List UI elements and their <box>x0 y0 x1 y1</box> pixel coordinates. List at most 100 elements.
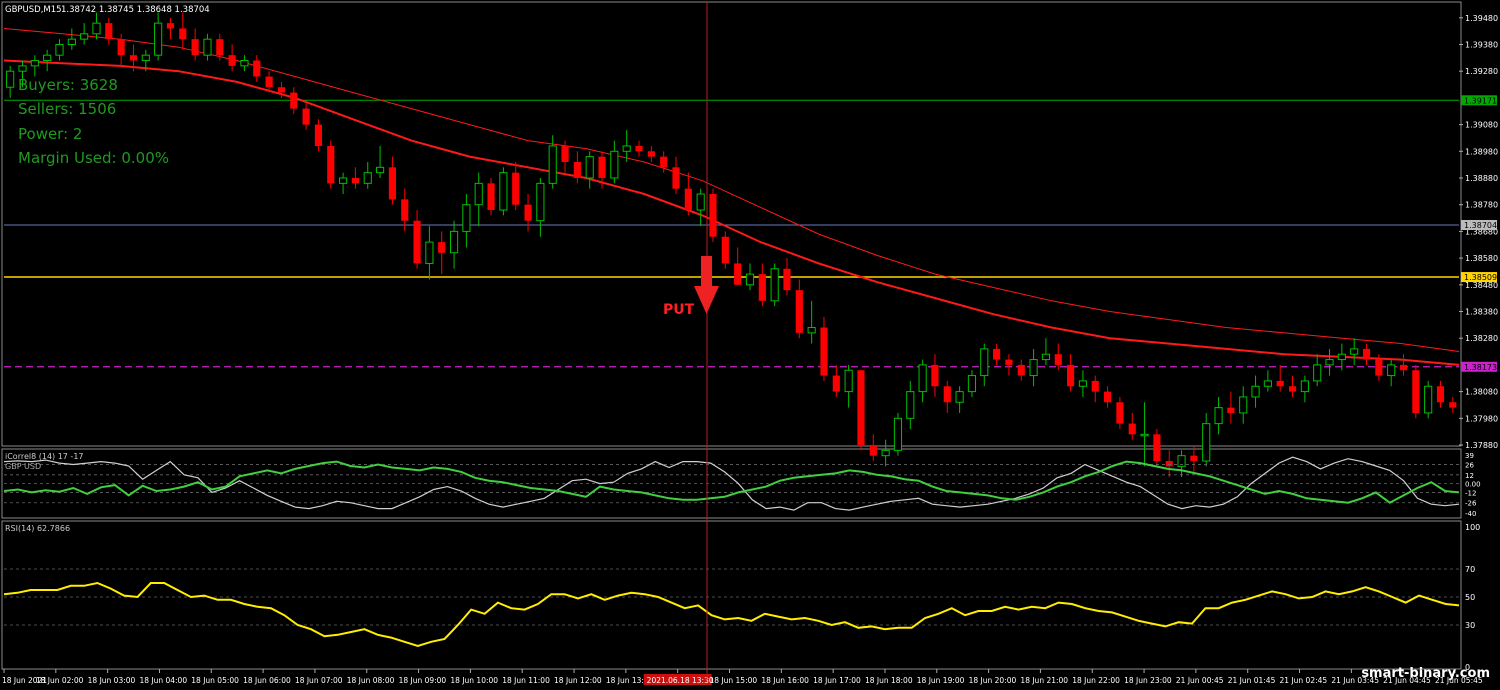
candle <box>548 135 557 189</box>
candle-body <box>1128 423 1136 435</box>
candle-body <box>462 204 471 232</box>
time-tick-label: 18 Jun 06:00 <box>243 676 291 685</box>
candle-body <box>80 33 89 40</box>
candle <box>635 140 643 157</box>
price-tick-label: 1.39380 <box>1465 41 1498 50</box>
watermark: smart-binary.com <box>1361 666 1490 681</box>
candle-body <box>487 183 495 211</box>
candle <box>610 140 619 184</box>
candle <box>684 172 692 216</box>
corr-tick-label: 26 <box>1465 462 1474 470</box>
candle <box>339 172 348 195</box>
candle-body <box>1436 386 1445 403</box>
candle-body <box>290 92 298 109</box>
price-badge-label: 1.38173 <box>1464 363 1497 372</box>
candle-body <box>1276 380 1284 387</box>
candle-body <box>1054 354 1062 365</box>
rsi-panel-title: RSI(14) 62.7866 <box>5 524 70 533</box>
candle-body <box>1239 396 1248 414</box>
candle <box>1140 402 1149 467</box>
candle <box>512 161 520 211</box>
time-tick-label: 18 Jun 15:00 <box>710 676 758 685</box>
time-tick-label: 18 Jun 16:00 <box>761 676 809 685</box>
candle <box>1128 412 1136 440</box>
candle <box>141 49 150 72</box>
candle-body <box>844 369 853 393</box>
ma-fast-line <box>3 59 1460 366</box>
candle <box>857 370 865 451</box>
candle-body <box>363 172 372 184</box>
candle-body <box>1041 353 1051 361</box>
candle <box>696 188 705 227</box>
candle-body <box>832 375 840 392</box>
candle <box>449 220 459 269</box>
price-badge-label: 1.38509 <box>1464 273 1497 282</box>
candle-body <box>734 263 742 285</box>
candle-body <box>1177 455 1186 467</box>
candle <box>1177 450 1186 478</box>
candle <box>1350 338 1359 365</box>
candle <box>401 188 409 232</box>
candle <box>1041 338 1051 365</box>
candle <box>918 359 927 403</box>
time-tick-label: 18 Jun 03:00 <box>88 676 136 685</box>
candle <box>1005 354 1013 376</box>
candle <box>216 33 224 61</box>
time-tick-label: 18 Jun 10:00 <box>450 676 498 685</box>
time-tick-label: 18 Jun 02:00 <box>36 676 84 685</box>
candle-body <box>672 167 680 189</box>
candle-body <box>1449 402 1457 408</box>
candle <box>844 364 853 408</box>
candle <box>67 28 76 50</box>
price-badge-label: 1.38704 <box>1464 221 1497 230</box>
candle-body <box>314 124 323 146</box>
candle <box>253 55 261 82</box>
corr-tick-label: 0.00 <box>1465 481 1481 489</box>
candle-body <box>1214 407 1223 425</box>
candle <box>302 103 310 130</box>
candle <box>327 140 335 189</box>
candle <box>647 145 655 162</box>
candle-body <box>696 193 705 211</box>
price-badge <box>1461 361 1497 372</box>
candle <box>672 156 680 195</box>
candle-body <box>993 348 1001 360</box>
candle <box>1017 359 1025 381</box>
candle-body <box>548 145 557 184</box>
candle-body <box>327 145 335 184</box>
candle <box>1190 445 1198 472</box>
time-tick-label: 18 Jun 18:00 <box>865 676 913 685</box>
candle <box>1104 386 1112 408</box>
candle-body <box>943 386 951 403</box>
candle-body <box>253 60 261 77</box>
correlation-plot: 39 26 120.00-12 -26 -40 <box>3 452 1481 518</box>
candle-body <box>1399 364 1408 371</box>
candle <box>660 151 668 173</box>
candle <box>1029 348 1038 387</box>
stats-margin: Margin Used: 0.00% <box>18 149 169 167</box>
put-label: PUT <box>663 302 695 318</box>
candle <box>524 194 532 232</box>
candle <box>783 258 791 296</box>
time-tick-label: 18 Jun 07:00 <box>295 676 343 685</box>
candle <box>967 370 977 397</box>
corr-series-usd <box>3 456 1460 511</box>
corr-tick-label: 12 <box>1465 472 1474 480</box>
candle-body <box>117 39 125 56</box>
candle-body <box>92 22 101 35</box>
candle <box>351 167 359 189</box>
candle-body <box>499 172 508 211</box>
candle <box>1214 396 1223 435</box>
candle <box>203 33 212 61</box>
candle <box>1276 364 1284 392</box>
candle-body <box>1067 364 1075 387</box>
candle <box>425 226 434 280</box>
rsi-tick-label: 50 <box>1465 593 1475 602</box>
rsi-tick-label: 30 <box>1465 621 1475 630</box>
candle <box>709 188 717 243</box>
candle <box>869 434 877 462</box>
candle-body <box>931 364 939 387</box>
candle-body <box>1412 370 1420 413</box>
time-tick-label: 18 Jun 17:00 <box>813 676 861 685</box>
time-tick-label: 18 Jun 12:00 <box>554 676 602 685</box>
